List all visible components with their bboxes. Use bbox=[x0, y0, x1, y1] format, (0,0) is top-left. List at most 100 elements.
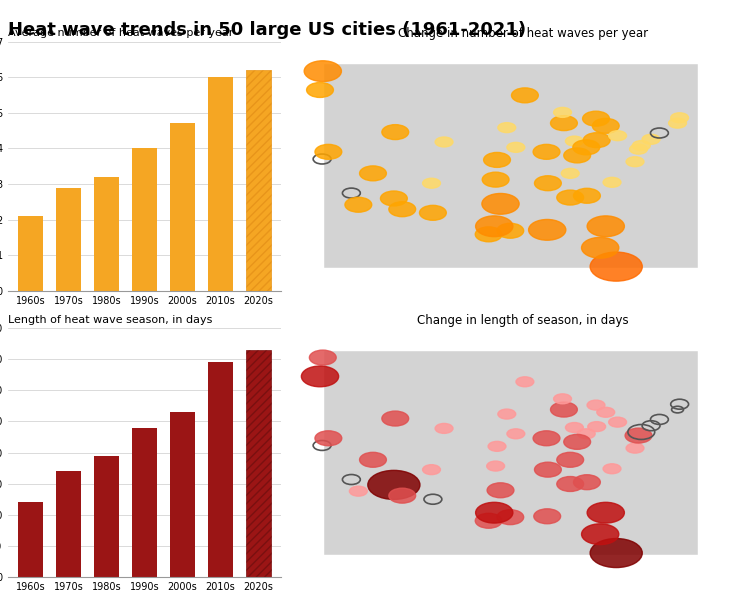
Circle shape bbox=[422, 178, 440, 188]
Circle shape bbox=[381, 191, 407, 206]
Circle shape bbox=[304, 61, 342, 82]
Bar bbox=[132, 148, 157, 291]
Circle shape bbox=[630, 144, 648, 154]
Circle shape bbox=[482, 193, 520, 214]
Text: Heat wave trends in 50 large US cities (1961-2021): Heat wave trends in 50 large US cities (… bbox=[8, 21, 526, 39]
Circle shape bbox=[368, 471, 420, 499]
Circle shape bbox=[587, 502, 624, 523]
Circle shape bbox=[382, 124, 409, 140]
Circle shape bbox=[597, 408, 615, 417]
Circle shape bbox=[553, 394, 572, 404]
Circle shape bbox=[573, 140, 599, 155]
Bar bbox=[170, 124, 195, 291]
Circle shape bbox=[435, 137, 453, 147]
Circle shape bbox=[625, 428, 652, 443]
Bar bbox=[18, 502, 43, 577]
Bar bbox=[247, 70, 271, 291]
Circle shape bbox=[574, 475, 600, 490]
Circle shape bbox=[593, 118, 619, 133]
Bar bbox=[56, 471, 81, 577]
Circle shape bbox=[535, 176, 561, 190]
Circle shape bbox=[550, 115, 578, 131]
Circle shape bbox=[626, 156, 644, 167]
Bar bbox=[18, 216, 43, 291]
Text: Length of heat wave season, in days: Length of heat wave season, in days bbox=[8, 315, 212, 324]
Circle shape bbox=[475, 513, 502, 528]
Circle shape bbox=[309, 350, 336, 365]
Circle shape bbox=[533, 431, 560, 446]
Bar bbox=[94, 177, 119, 291]
Circle shape bbox=[516, 377, 534, 387]
Circle shape bbox=[389, 202, 415, 217]
Circle shape bbox=[487, 483, 514, 498]
Circle shape bbox=[382, 411, 409, 426]
Circle shape bbox=[633, 140, 650, 151]
Circle shape bbox=[603, 177, 621, 187]
Circle shape bbox=[486, 461, 504, 471]
Circle shape bbox=[475, 227, 502, 242]
Text: Average number of heat waves per year: Average number of heat waves per year bbox=[8, 28, 233, 38]
Title: Change in length of season, in days: Change in length of season, in days bbox=[417, 314, 629, 327]
FancyBboxPatch shape bbox=[324, 350, 697, 555]
Circle shape bbox=[419, 205, 446, 220]
Circle shape bbox=[608, 131, 627, 140]
Circle shape bbox=[578, 429, 595, 439]
Circle shape bbox=[626, 443, 644, 453]
Circle shape bbox=[574, 188, 600, 203]
Circle shape bbox=[389, 488, 415, 503]
Circle shape bbox=[587, 400, 605, 410]
Circle shape bbox=[360, 452, 386, 467]
Circle shape bbox=[535, 462, 561, 477]
Circle shape bbox=[590, 538, 642, 568]
Circle shape bbox=[476, 502, 513, 523]
Bar bbox=[170, 412, 195, 577]
Circle shape bbox=[556, 190, 584, 205]
Circle shape bbox=[349, 486, 367, 496]
Circle shape bbox=[302, 366, 339, 387]
Circle shape bbox=[566, 136, 584, 146]
Circle shape bbox=[529, 220, 566, 240]
Circle shape bbox=[564, 434, 590, 449]
Title: Change in number of heat waves per year: Change in number of heat waves per year bbox=[398, 27, 648, 40]
Circle shape bbox=[534, 509, 561, 524]
Bar bbox=[208, 362, 233, 577]
Circle shape bbox=[564, 148, 590, 163]
Circle shape bbox=[422, 465, 440, 475]
FancyBboxPatch shape bbox=[324, 64, 697, 268]
Circle shape bbox=[435, 424, 453, 433]
Circle shape bbox=[669, 118, 686, 128]
Circle shape bbox=[566, 422, 584, 433]
Circle shape bbox=[315, 145, 342, 159]
Circle shape bbox=[608, 417, 627, 427]
Bar bbox=[56, 187, 81, 291]
Circle shape bbox=[590, 252, 642, 281]
Circle shape bbox=[588, 422, 605, 431]
Circle shape bbox=[533, 145, 560, 159]
Circle shape bbox=[581, 524, 619, 544]
Circle shape bbox=[556, 477, 584, 491]
Circle shape bbox=[507, 142, 525, 152]
Circle shape bbox=[498, 409, 516, 419]
Circle shape bbox=[556, 452, 584, 467]
Circle shape bbox=[483, 152, 510, 167]
Circle shape bbox=[511, 88, 538, 103]
Bar bbox=[132, 428, 157, 577]
Circle shape bbox=[497, 510, 524, 525]
Circle shape bbox=[345, 198, 372, 212]
Bar bbox=[247, 350, 271, 577]
Bar bbox=[94, 456, 119, 577]
Circle shape bbox=[561, 168, 579, 178]
Circle shape bbox=[553, 108, 572, 117]
Circle shape bbox=[581, 237, 619, 258]
Circle shape bbox=[603, 464, 621, 474]
Circle shape bbox=[483, 172, 509, 187]
Circle shape bbox=[476, 216, 513, 237]
Circle shape bbox=[550, 402, 578, 417]
Circle shape bbox=[507, 429, 525, 439]
Circle shape bbox=[498, 123, 516, 133]
Circle shape bbox=[488, 441, 506, 452]
Circle shape bbox=[671, 113, 688, 123]
Circle shape bbox=[360, 166, 386, 181]
Bar bbox=[208, 77, 233, 291]
Circle shape bbox=[307, 83, 333, 98]
